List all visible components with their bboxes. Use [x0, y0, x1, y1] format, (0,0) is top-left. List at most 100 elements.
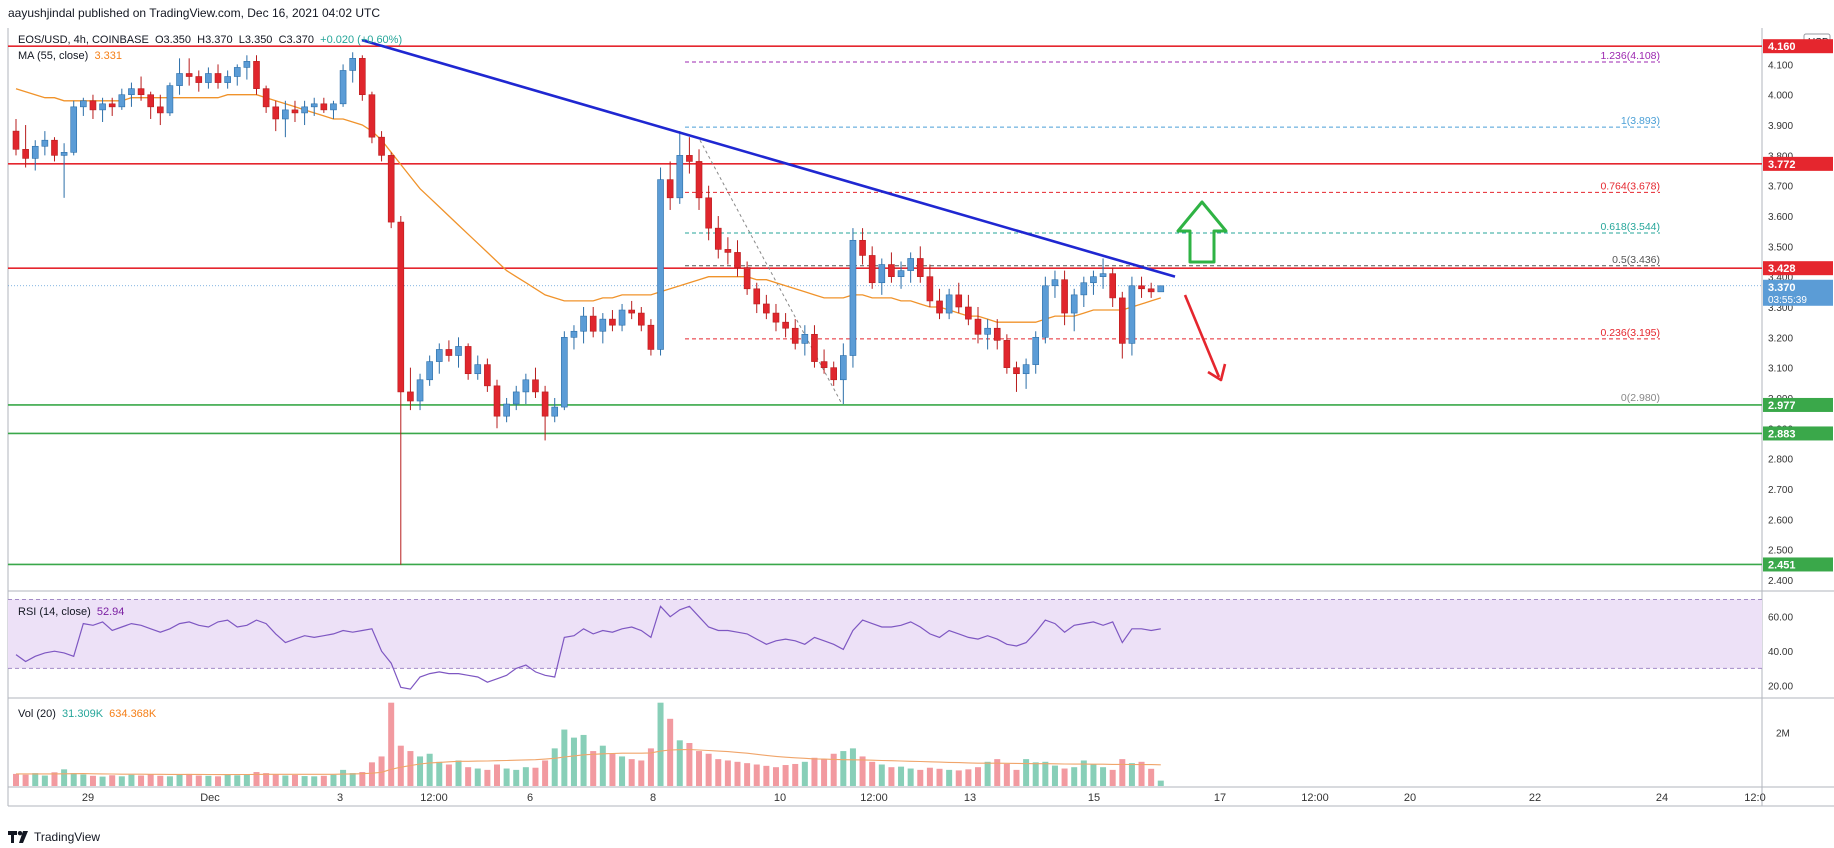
- candle-up: [60, 152, 68, 156]
- volume-tick-label: 2M: [1776, 728, 1790, 739]
- fib-level-label: 0.618(3.544): [1600, 221, 1660, 233]
- candle-up: [310, 103, 318, 108]
- volume-bar: [80, 774, 87, 786]
- candle: [1157, 285, 1165, 293]
- candle-up: [1080, 282, 1088, 296]
- y-tick-label: 2.600: [1768, 515, 1793, 526]
- volume-bar: [311, 776, 318, 786]
- candle-down: [89, 100, 97, 111]
- volume-bar: [580, 734, 587, 786]
- candle: [965, 294, 972, 326]
- volume-bar: [686, 743, 693, 786]
- volume-bar: [166, 776, 173, 786]
- price-label: 2.977: [1768, 400, 1796, 412]
- candle: [830, 361, 838, 386]
- tradingview-brand[interactable]: TradingView: [8, 830, 100, 844]
- candle-down: [647, 324, 655, 350]
- candle-up: [435, 349, 443, 362]
- candle-up: [878, 264, 886, 284]
- volume-bar: [320, 775, 327, 786]
- candle: [599, 313, 607, 344]
- volume-bar: [195, 775, 202, 786]
- volume-bar: [994, 759, 1001, 786]
- volume-bar: [138, 775, 145, 786]
- price-label-badge: [1763, 557, 1833, 572]
- candle: [589, 307, 597, 338]
- candle: [1128, 276, 1136, 356]
- candle-down: [926, 276, 934, 302]
- x-tick-label: 15: [1088, 792, 1100, 804]
- y-tick-label: 2.500: [1768, 546, 1793, 557]
- candle-up: [657, 179, 664, 350]
- candle-up: [1099, 273, 1107, 277]
- candle-up: [330, 103, 337, 111]
- volume-bar: [763, 765, 770, 786]
- candle: [272, 100, 280, 132]
- candle: [41, 131, 49, 156]
- candle-down: [1119, 297, 1126, 344]
- volume-bar: [455, 760, 462, 786]
- fib-level-label: 1.236(4.108): [1600, 50, 1660, 62]
- y-tick-label: 2.800: [1768, 455, 1793, 466]
- candle: [570, 325, 578, 350]
- volume-bar: [792, 763, 799, 786]
- candle: [541, 385, 549, 441]
- candle-down: [955, 294, 963, 308]
- candle-down: [51, 139, 58, 156]
- candle-up: [849, 239, 857, 356]
- volume-bar: [215, 776, 222, 786]
- candle: [464, 343, 472, 380]
- volume-bar: [349, 773, 356, 786]
- volume-bar: [1061, 768, 1068, 786]
- volume-bar: [599, 745, 606, 786]
- volume-bar: [1138, 761, 1145, 786]
- candle-down: [1003, 340, 1011, 368]
- volume-bar: [532, 767, 539, 786]
- candle: [878, 258, 886, 295]
- x-tick-label: 3: [337, 792, 343, 804]
- volume-bar: [724, 760, 731, 786]
- rsi-line: [15, 605, 1161, 690]
- volume-bar: [32, 773, 39, 786]
- fib-level-label: 0.764(3.678): [1600, 180, 1660, 192]
- volume-bar: [1148, 768, 1155, 786]
- candle-down: [743, 267, 751, 290]
- candle-up: [512, 391, 520, 405]
- volume-bar: [282, 775, 289, 786]
- volume-bar: [109, 775, 116, 786]
- candle-down: [888, 264, 895, 277]
- y-tick-label: 2.700: [1768, 485, 1793, 496]
- volume-bar: [426, 753, 433, 786]
- candle: [157, 94, 164, 126]
- candle-up: [1032, 337, 1040, 365]
- candle-down: [262, 88, 270, 108]
- volume-bar: [397, 745, 404, 786]
- volume-bar: [782, 765, 789, 786]
- candle: [512, 385, 520, 411]
- volume-bar: [561, 729, 568, 786]
- volume-bar: [1100, 767, 1107, 786]
- x-tick-label: 20: [1404, 792, 1416, 804]
- volume-bar: [647, 748, 654, 786]
- candle-down: [589, 315, 597, 332]
- high-value: H3.370: [197, 34, 233, 46]
- volume-bar: [176, 774, 183, 786]
- x-tick-label: 22: [1529, 792, 1541, 804]
- candle-down: [916, 258, 924, 277]
- price-label-badge: [1763, 156, 1833, 171]
- close-value: C3.370: [278, 34, 315, 46]
- candle-down: [1013, 367, 1020, 375]
- candle-down: [541, 391, 549, 417]
- candle-up: [233, 67, 241, 77]
- candle: [80, 97, 87, 116]
- volume-bar: [513, 769, 520, 786]
- x-tick-label: 6: [527, 792, 533, 804]
- ma-header: MA (55, close) 3.331: [18, 50, 122, 62]
- candle-up: [570, 330, 578, 338]
- volume-bar: [378, 756, 385, 786]
- candle: [330, 100, 337, 119]
- candle: [1051, 270, 1059, 298]
- candle-up: [945, 294, 953, 314]
- candle-down: [493, 385, 501, 417]
